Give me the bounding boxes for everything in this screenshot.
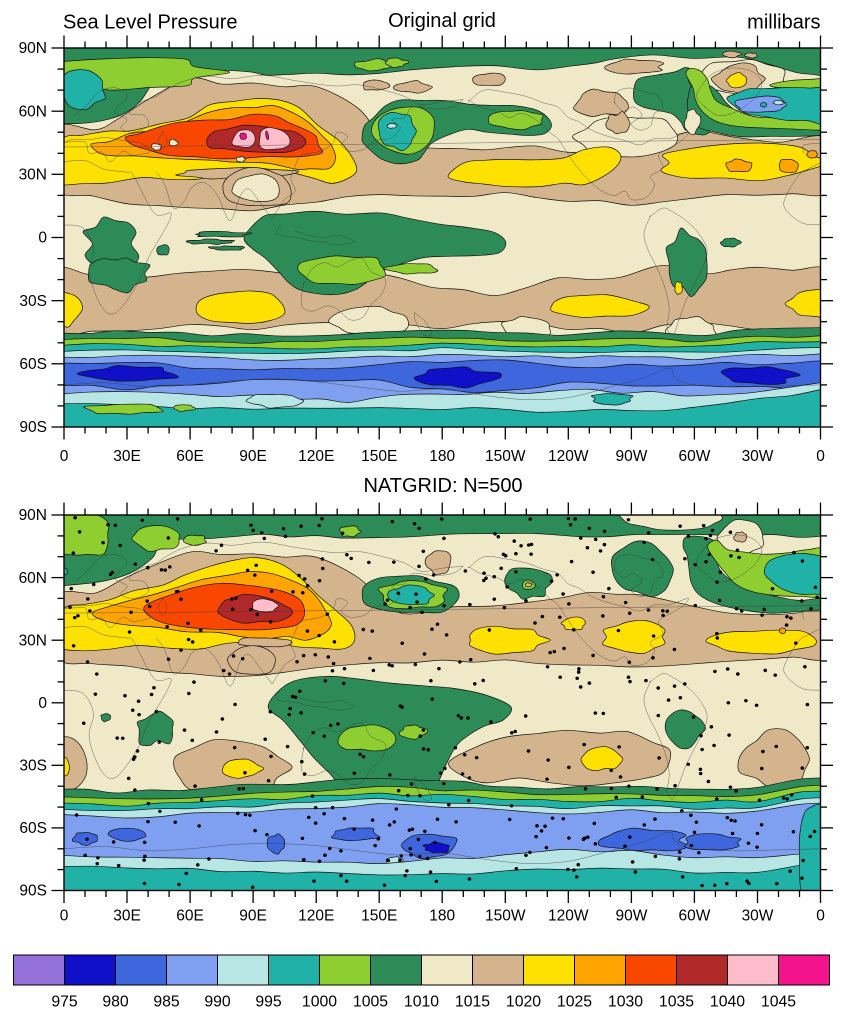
- svg-text:1035: 1035: [659, 994, 694, 1011]
- svg-text:120W: 120W: [548, 908, 589, 925]
- svg-text:90E: 90E: [239, 448, 267, 465]
- svg-text:30N: 30N: [19, 632, 47, 649]
- svg-text:120W: 120W: [548, 448, 589, 465]
- svg-text:995: 995: [255, 994, 282, 1011]
- svg-text:60W: 60W: [678, 908, 710, 925]
- svg-text:30N: 30N: [19, 167, 47, 184]
- svg-text:1020: 1020: [506, 994, 541, 1011]
- svg-text:90S: 90S: [19, 419, 47, 436]
- svg-text:30E: 30E: [113, 448, 141, 465]
- svg-text:1005: 1005: [353, 994, 388, 1011]
- svg-text:150E: 150E: [361, 908, 397, 925]
- svg-text:30S: 30S: [19, 293, 47, 310]
- svg-text:60S: 60S: [19, 356, 47, 373]
- svg-text:90N: 90N: [19, 40, 47, 57]
- svg-text:180: 180: [429, 448, 455, 465]
- svg-text:0: 0: [38, 695, 47, 712]
- svg-text:30E: 30E: [113, 908, 141, 925]
- svg-text:90W: 90W: [615, 908, 647, 925]
- svg-text:0: 0: [816, 908, 825, 925]
- svg-text:30W: 30W: [742, 908, 774, 925]
- svg-text:1015: 1015: [455, 994, 490, 1011]
- svg-text:90W: 90W: [615, 448, 647, 465]
- svg-text:60E: 60E: [176, 448, 204, 465]
- svg-text:60N: 60N: [19, 570, 47, 587]
- svg-text:0: 0: [60, 908, 69, 925]
- svg-text:30W: 30W: [742, 448, 774, 465]
- svg-text:0: 0: [816, 448, 825, 465]
- svg-text:120E: 120E: [298, 448, 334, 465]
- svg-text:0: 0: [38, 230, 47, 247]
- svg-text:60E: 60E: [176, 908, 204, 925]
- svg-text:1040: 1040: [710, 994, 745, 1011]
- svg-text:30S: 30S: [19, 758, 47, 775]
- svg-text:1010: 1010: [404, 994, 439, 1011]
- svg-text:60N: 60N: [19, 103, 47, 120]
- svg-text:NATGRID: N=500: NATGRID: N=500: [363, 475, 522, 497]
- svg-text:Sea Level Pressure: Sea Level Pressure: [63, 12, 238, 34]
- svg-text:1030: 1030: [608, 994, 643, 1011]
- svg-text:1045: 1045: [761, 994, 796, 1011]
- svg-text:150E: 150E: [361, 448, 397, 465]
- svg-text:1025: 1025: [557, 994, 592, 1011]
- svg-text:millibars: millibars: [747, 12, 820, 34]
- svg-text:150W: 150W: [485, 448, 526, 465]
- svg-text:975: 975: [51, 994, 78, 1011]
- svg-text:150W: 150W: [485, 908, 526, 925]
- svg-text:120E: 120E: [298, 908, 334, 925]
- svg-text:Original grid: Original grid: [388, 10, 496, 32]
- svg-text:90E: 90E: [239, 908, 267, 925]
- svg-text:1000: 1000: [302, 994, 337, 1011]
- svg-text:990: 990: [204, 994, 231, 1011]
- svg-text:0: 0: [60, 448, 69, 465]
- svg-text:60S: 60S: [19, 820, 47, 837]
- svg-text:985: 985: [153, 994, 180, 1011]
- svg-text:90N: 90N: [19, 507, 47, 524]
- svg-text:60W: 60W: [678, 448, 710, 465]
- svg-text:980: 980: [102, 994, 129, 1011]
- svg-text:90S: 90S: [19, 883, 47, 900]
- svg-text:180: 180: [429, 908, 455, 925]
